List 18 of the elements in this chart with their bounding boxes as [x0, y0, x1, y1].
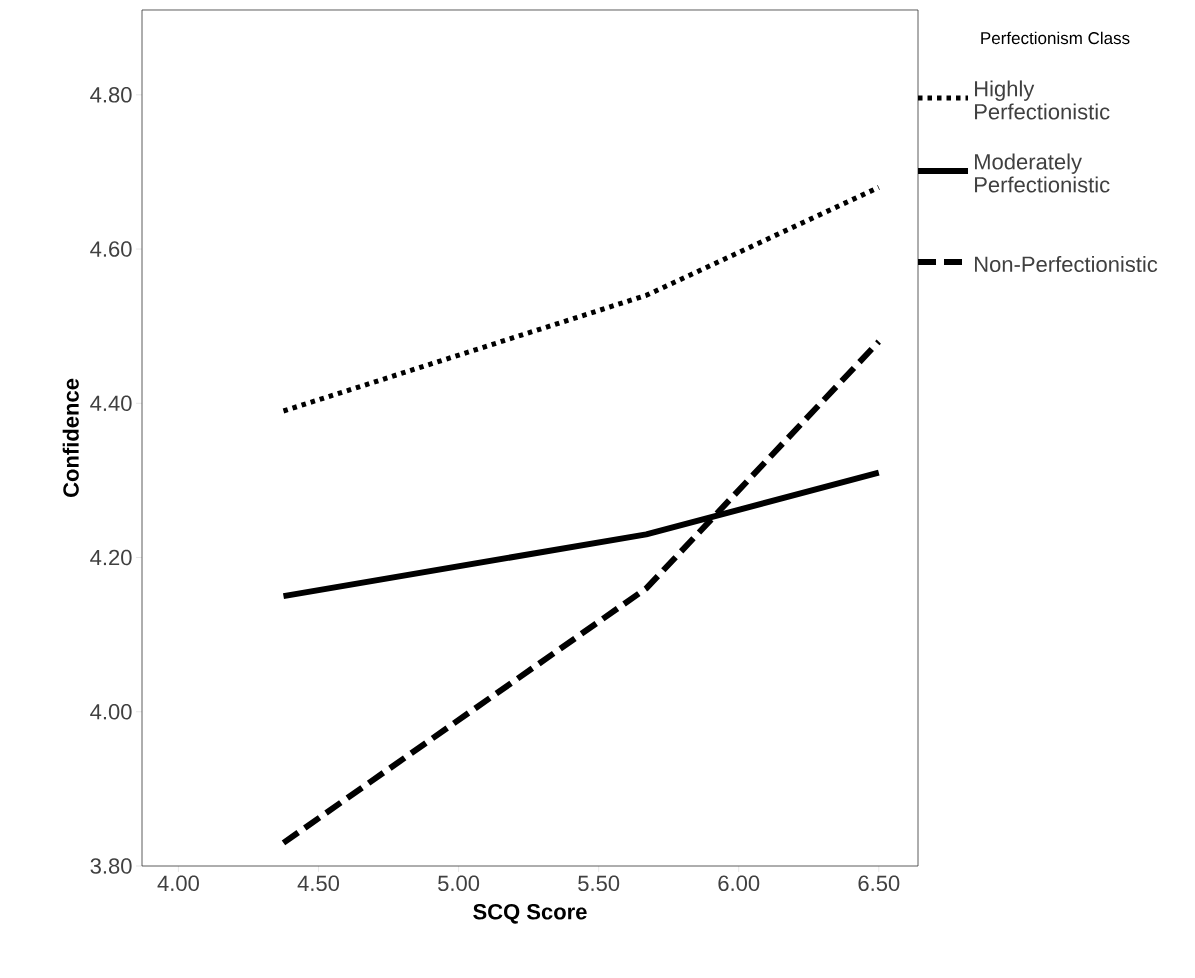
legend-title: Perfectionism Class: [981, 31, 1130, 45]
x-tick-label: 4.50: [297, 875, 340, 892]
y-tick-label: 4.60: [90, 241, 132, 257]
y-tick-label: 3.80: [90, 858, 132, 874]
x-tick-label: 6.00: [718, 875, 760, 892]
y-tick-label: 4.00: [90, 703, 132, 720]
y-tick-label: 4.40: [90, 395, 132, 412]
x-tick-label: 4.00: [157, 875, 199, 892]
x-tick-label: 6.50: [858, 875, 900, 892]
legend-label: Moderately Perfectionistic: [975, 153, 1110, 193]
x-tick-label: 5.00: [438, 875, 480, 892]
y-tick-label: 4.80: [90, 87, 132, 103]
legend-label: Highly Perfectionistic: [975, 80, 1110, 120]
y-tick-label: 4.20: [90, 549, 132, 566]
y-axis-title: Confidence: [62, 378, 79, 497]
x-axis-title: SCQ Score: [473, 903, 587, 924]
legend-label: Non-Perfectionistic: [975, 255, 1158, 273]
x-tick-label: 5.50: [578, 875, 620, 892]
